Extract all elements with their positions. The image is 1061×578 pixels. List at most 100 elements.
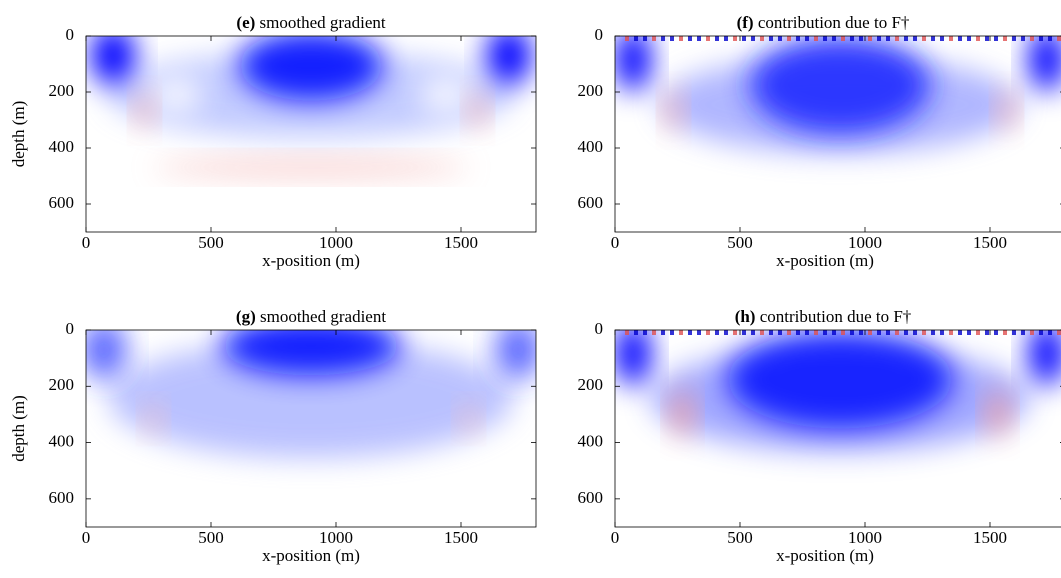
title-text: smoothed gradient	[260, 13, 386, 32]
x-tick-label: 0	[82, 528, 91, 547]
x-tick-label: 1000	[848, 528, 882, 547]
heatmap-stripe	[967, 36, 971, 41]
heatmap-stripe	[922, 36, 926, 41]
y-axis-label: depth (m)	[9, 395, 28, 462]
heatmap-stripe	[769, 36, 773, 41]
panel: 0 500 1000 1500 0 200 400 600 (h) contribution d…	[578, 307, 1061, 565]
x-tick-label: 500	[727, 528, 753, 547]
x-axis-label: x-position (m)	[262, 251, 360, 270]
heatmap-stripe	[733, 36, 737, 41]
heatmap-stripe	[886, 36, 890, 41]
heatmap-blob	[221, 330, 401, 376]
heatmap-stripe	[706, 330, 710, 335]
y-tick-label: 200	[49, 81, 75, 100]
heatmap-image	[615, 330, 1061, 527]
y-axis-label: depth (m)	[9, 101, 28, 168]
heatmap-stripe	[976, 330, 980, 335]
heatmap-stripe	[913, 330, 917, 335]
y-tick-label: 400	[578, 431, 604, 450]
heatmap-stripe	[814, 36, 818, 41]
panel: 0 500 1000 1500 0 200 400 600 (g) smoothed gradi…	[9, 307, 537, 565]
x-tick-label: 1000	[848, 233, 882, 252]
panel: 0 500 1000 1500 0 200 400 600 (f) contribution d…	[578, 13, 1061, 270]
panel-label: (g)	[236, 307, 256, 326]
heatmap-blob	[90, 36, 136, 85]
heatmap-stripe	[733, 330, 737, 335]
heatmap-stripe	[1039, 36, 1043, 41]
y-tick-label: 0	[595, 319, 604, 338]
heatmap-stripe	[778, 36, 782, 41]
x-tick-label: 500	[198, 528, 224, 547]
heatmap-stripe	[904, 330, 908, 335]
heatmap-stripe	[805, 330, 809, 335]
heatmap-stripe	[949, 36, 953, 41]
heatmap-stripe	[625, 36, 629, 41]
heatmap-stripe	[877, 36, 881, 41]
heatmap-stripe	[985, 36, 989, 41]
heatmap-stripe	[1012, 36, 1016, 41]
heatmap-stripe	[679, 36, 683, 41]
heatmap-stripe	[742, 330, 746, 335]
heatmap-stripe	[895, 36, 899, 41]
heatmap-stripe	[1021, 36, 1025, 41]
heatmap-blob	[153, 157, 469, 178]
heatmap-stripe	[634, 36, 638, 41]
heatmap-stripe	[787, 330, 791, 335]
heatmap-blob	[1029, 330, 1061, 386]
heatmap-blob	[459, 404, 478, 433]
heatmap-stripe	[670, 36, 674, 41]
heatmap-stripe	[1057, 330, 1061, 335]
heatmap-blob	[727, 330, 953, 429]
x-tick-label: 0	[82, 233, 91, 252]
x-tick-label: 1500	[973, 233, 1007, 252]
heatmap-stripe	[652, 36, 656, 41]
heatmap-stripe	[670, 330, 674, 335]
y-tick-label: 0	[66, 319, 75, 338]
heatmap-stripe	[796, 330, 800, 335]
heatmap-stripe	[760, 36, 764, 41]
heatmap-stripe	[1048, 36, 1052, 41]
heatmap-stripe	[679, 330, 683, 335]
heatmap-stripe	[787, 36, 791, 41]
heatmap-blob	[997, 90, 1016, 131]
heatmap-stripe	[760, 330, 764, 335]
heatmap-stripe	[706, 36, 710, 41]
heatmap-stripe	[751, 330, 755, 335]
heatmap-stripe	[940, 330, 944, 335]
heatmap-blob	[615, 330, 651, 386]
x-tick-label: 0	[611, 233, 620, 252]
y-tick-label: 600	[578, 488, 604, 507]
panel-title: (h) contribution due to F†	[735, 307, 912, 326]
heatmap-stripe	[958, 36, 962, 41]
panel-title: (f) contribution due to F†	[737, 13, 910, 32]
panel: 0 500 1000 1500 0 200 400 600 (e) smoothed gradi…	[9, 13, 537, 270]
heatmap-image	[86, 36, 536, 232]
heatmap-stripe	[1012, 330, 1016, 335]
heatmap-stripe	[895, 330, 899, 335]
heatmap-stripe	[769, 330, 773, 335]
heatmap-stripe	[688, 330, 692, 335]
y-tick-label: 400	[49, 431, 75, 450]
heatmap-stripe	[931, 36, 935, 41]
panel-label: (h)	[735, 307, 756, 326]
heatmap-stripe	[643, 330, 647, 335]
heatmap-stripe	[841, 330, 845, 335]
heatmap-stripe	[625, 330, 629, 335]
heatmap-blob	[149, 75, 203, 115]
y-tick-label: 400	[49, 137, 75, 156]
x-tick-label: 1000	[319, 528, 353, 547]
heatmap-stripe	[994, 36, 998, 41]
heatmap-blob	[615, 36, 651, 91]
heatmap-blob	[986, 389, 1009, 437]
x-tick-label: 1500	[973, 528, 1007, 547]
y-tick-label: 600	[49, 488, 75, 507]
heatmap-stripe	[904, 36, 908, 41]
heatmap-stripe	[859, 36, 863, 41]
heatmap-stripe	[715, 330, 719, 335]
x-tick-label: 0	[611, 528, 620, 547]
heatmap-blob	[86, 330, 127, 380]
plot-frame	[614, 329, 1061, 528]
title-text: contribution due to F†	[760, 307, 912, 326]
heatmap-stripe	[850, 330, 854, 335]
